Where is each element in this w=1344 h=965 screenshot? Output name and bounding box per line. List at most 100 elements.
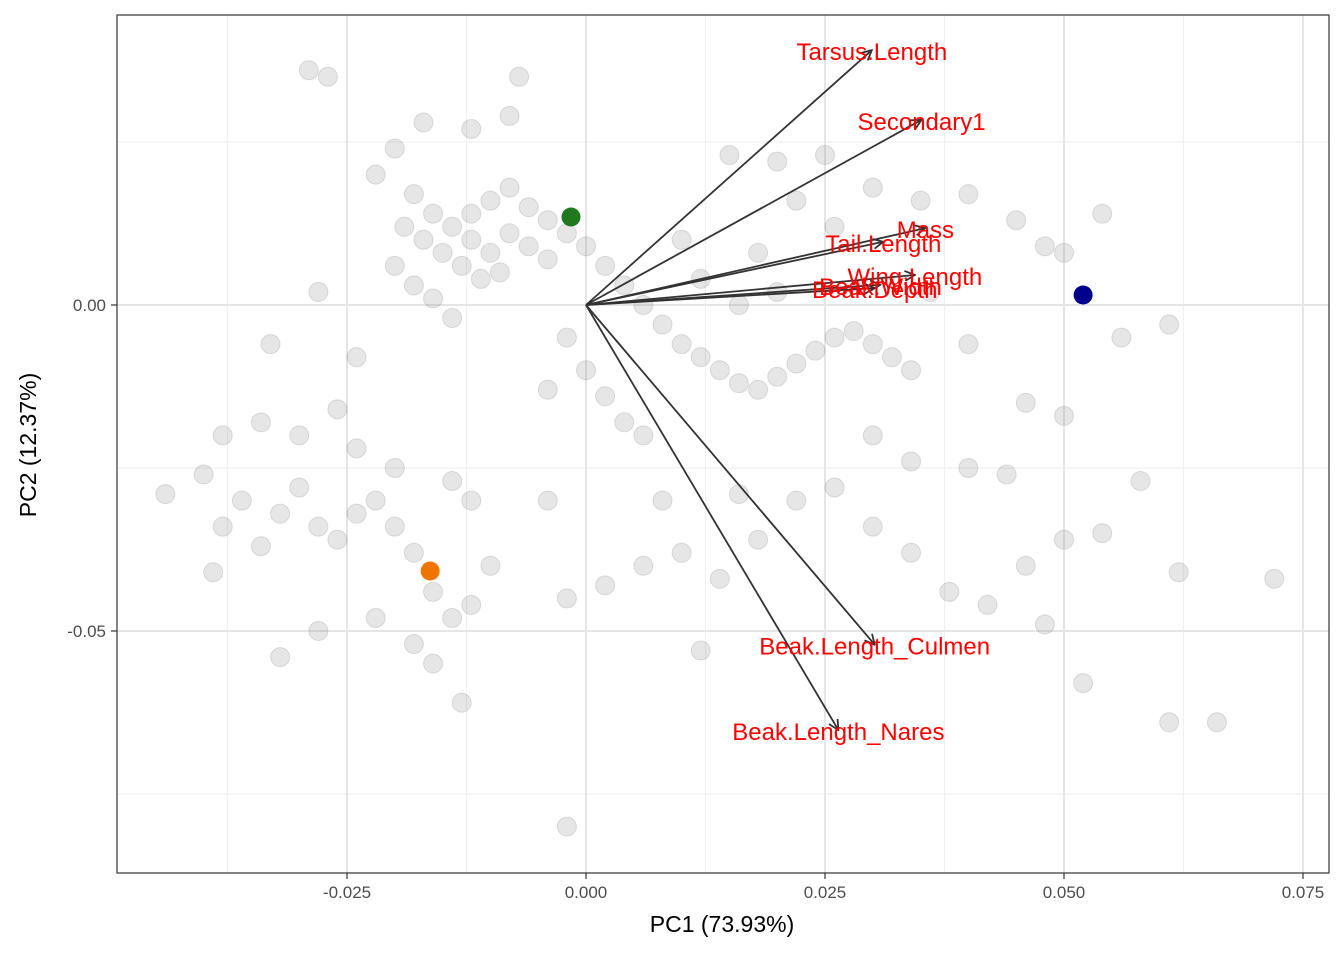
loading-label: Mass — [897, 217, 954, 244]
point — [1006, 210, 1027, 231]
point — [595, 255, 616, 276]
point — [671, 542, 692, 563]
point — [212, 425, 233, 446]
point — [1168, 562, 1189, 583]
point — [327, 529, 348, 550]
point — [451, 255, 472, 276]
point — [556, 327, 577, 348]
point — [595, 386, 616, 407]
point — [270, 647, 291, 668]
point — [824, 327, 845, 348]
point — [461, 229, 482, 250]
point — [1034, 236, 1055, 257]
point — [413, 112, 434, 133]
point — [384, 516, 405, 537]
loading-arrow — [585, 120, 922, 306]
point — [709, 360, 730, 381]
point — [767, 366, 788, 387]
x-tick-label: 0.025 — [804, 883, 847, 902]
x-tick-label: 0.050 — [1043, 883, 1086, 902]
point — [480, 190, 501, 211]
point — [394, 216, 415, 237]
point — [423, 288, 444, 309]
highlight-point — [1073, 285, 1093, 305]
point — [537, 249, 558, 270]
point — [805, 340, 826, 361]
point — [748, 379, 769, 400]
point — [1034, 614, 1055, 635]
point — [576, 360, 597, 381]
point — [432, 242, 453, 263]
point — [824, 216, 845, 237]
point — [346, 503, 367, 524]
point — [403, 275, 424, 296]
point — [365, 490, 386, 511]
point — [250, 536, 271, 557]
point — [346, 347, 367, 368]
x-tick-label: -0.025 — [323, 883, 371, 902]
point — [1054, 405, 1075, 426]
point — [576, 236, 597, 257]
point — [461, 490, 482, 511]
point — [442, 308, 463, 329]
point — [384, 255, 405, 276]
point — [1092, 203, 1113, 224]
point — [690, 347, 711, 368]
point — [308, 620, 329, 641]
point — [958, 457, 979, 478]
point — [786, 190, 807, 211]
highlight-point — [420, 561, 440, 581]
point — [499, 223, 520, 244]
point — [728, 294, 749, 315]
point — [786, 353, 807, 374]
point — [996, 464, 1017, 485]
point — [1054, 242, 1075, 263]
point — [633, 555, 654, 576]
x-tick-label: 0.075 — [1282, 883, 1325, 902]
point — [461, 203, 482, 224]
point — [595, 575, 616, 596]
point — [518, 236, 539, 257]
point — [193, 464, 214, 485]
point — [920, 281, 941, 302]
point — [862, 516, 883, 537]
point — [155, 484, 176, 505]
point — [939, 581, 960, 602]
point — [556, 588, 577, 609]
point — [308, 516, 329, 537]
point — [815, 145, 836, 166]
x-tick-label: 0.000 — [565, 883, 608, 902]
point — [910, 190, 931, 211]
point — [308, 281, 329, 302]
point — [260, 334, 281, 355]
point — [1111, 327, 1132, 348]
point — [537, 210, 558, 231]
point — [317, 66, 338, 87]
point — [470, 268, 491, 289]
point — [1159, 712, 1180, 733]
point — [403, 634, 424, 655]
point — [767, 151, 788, 172]
point — [250, 412, 271, 433]
point — [901, 451, 922, 472]
point — [365, 607, 386, 628]
point — [270, 503, 291, 524]
point — [480, 555, 501, 576]
point — [1054, 529, 1075, 550]
point — [786, 490, 807, 511]
point — [461, 118, 482, 139]
point — [633, 425, 654, 446]
point — [1159, 314, 1180, 335]
point — [203, 562, 224, 583]
point — [614, 412, 635, 433]
loading-label: Beak.Width — [819, 274, 942, 301]
point — [537, 490, 558, 511]
loading-label: Tarsus.Length — [796, 39, 947, 66]
loading-arrow — [585, 275, 915, 306]
point — [1015, 392, 1036, 413]
point — [977, 594, 998, 615]
y-tick-label: -0.05 — [67, 622, 106, 641]
point — [614, 275, 635, 296]
point — [365, 164, 386, 185]
loading-label: Beak.Length_Culmen — [759, 634, 990, 661]
